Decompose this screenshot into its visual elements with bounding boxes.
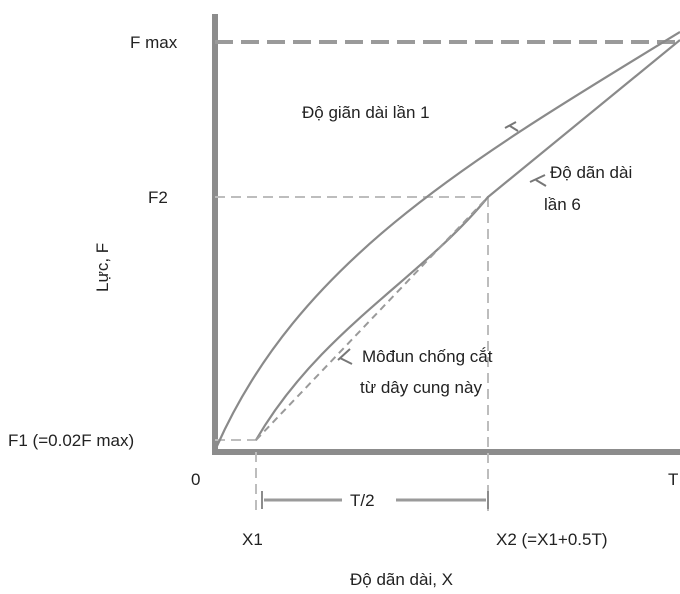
secant-chord-line [255,196,489,441]
curve6-label-line1: Độ dãn dài [550,163,632,182]
sixth-elongation-curve [255,39,680,441]
curve1-label: Độ giãn dài lần 1 [302,103,430,122]
x-axis-title: Độ dãn dài, X [350,570,453,589]
t-label: T [668,470,678,489]
curve6-label-line2: lần 6 [544,195,581,214]
f1-label: F1 (=0.02F max) [8,431,134,450]
y-axis-title: Lực, F [93,243,112,292]
modulus-pointer-icon [337,348,353,365]
modulus-label-line2: từ dây cung này [360,378,482,397]
x2-label: X2 (=X1+0.5T) [496,530,608,549]
fmax-label: F max [130,33,178,52]
first-elongation-curve [215,31,680,447]
origin-label: 0 [191,470,200,489]
curve6-pointer-icon [529,174,547,187]
half-t-label: T/2 [350,491,375,510]
f2-label: F2 [148,188,168,207]
x1-label: X1 [242,530,263,549]
curve1-pointer-icon [504,121,519,132]
modulus-label-line1: Môđun chống cắt [362,347,493,366]
